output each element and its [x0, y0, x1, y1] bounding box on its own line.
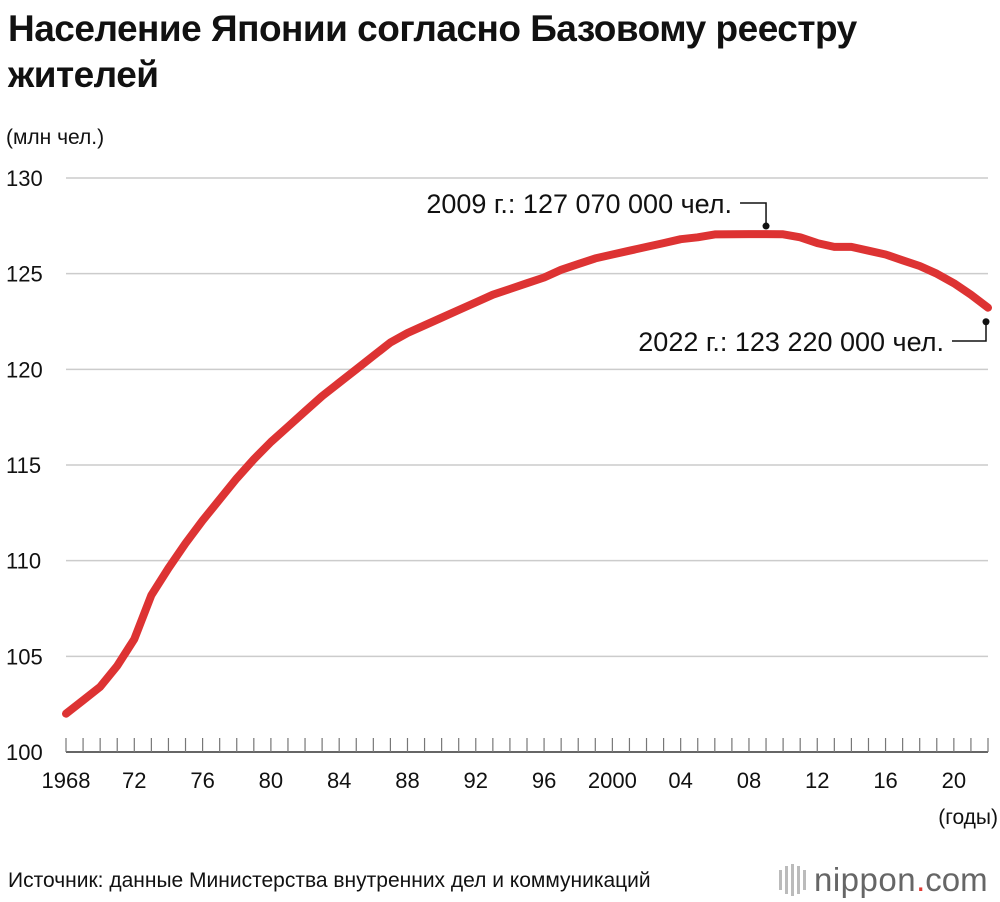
- nippon-logo-icon: [779, 864, 806, 896]
- y-tick-labels: 100 105 110 115 120 125 130: [6, 166, 43, 765]
- x-tick-label: 04: [668, 768, 692, 793]
- population-series-line: [62, 230, 992, 718]
- y-tick-label: 125: [6, 262, 43, 287]
- y-tick-label: 130: [6, 166, 43, 191]
- x-tick-labels: 1968 72 76 80 84 88 92 96 2000 04 08 12 16 20: [42, 768, 967, 793]
- y-tick-label: 115: [6, 453, 41, 478]
- population-line-chart: (млн чел.) 100 105 110 115 120 125 130 1968 72 7…: [6, 126, 998, 829]
- x-tick-label: 2000: [588, 768, 637, 793]
- brand-tld: com: [925, 861, 988, 898]
- annotation-2009-label: 2009 г.: 127 070 000 чел.: [426, 189, 732, 219]
- x-tick-label: 72: [122, 768, 146, 793]
- brand-name: nippon: [814, 861, 917, 898]
- x-tick-label: 76: [190, 768, 214, 793]
- x-tick-label: 08: [737, 768, 761, 793]
- x-tick-label: 1968: [42, 768, 91, 793]
- chart-title: Население Японии согласно Базовому реест…: [8, 8, 857, 95]
- annotation-2022-label: 2022 г.: 123 220 000 чел.: [638, 327, 944, 357]
- x-axis: [65, 738, 989, 753]
- y-tick-label: 110: [6, 549, 41, 574]
- grid-lines: [66, 177, 988, 658]
- x-tick-label: 92: [464, 768, 488, 793]
- y-tick-label: 120: [6, 357, 43, 382]
- annotation-2022-leader: [952, 321, 987, 342]
- brand-logo: nippon. com: [778, 860, 988, 900]
- x-tick-label: 88: [395, 768, 419, 793]
- y-tick-label: 100: [6, 740, 43, 765]
- source-note: Источник: данные Министерства внутренних…: [8, 869, 651, 892]
- x-tick-label: 84: [327, 768, 351, 793]
- x-tick-label: 96: [532, 768, 556, 793]
- x-tick-label: 80: [259, 768, 283, 793]
- y-axis-label: (млн чел.): [6, 126, 104, 149]
- annotation-2009-leader: [740, 202, 767, 227]
- x-tick-label: 20: [942, 768, 966, 793]
- y-tick-label: 105: [6, 644, 43, 669]
- x-tick-label: 16: [873, 768, 897, 793]
- brand-dot: .: [916, 861, 926, 898]
- x-tick-label: 12: [805, 768, 829, 793]
- x-axis-label: (годы): [938, 806, 998, 829]
- annotations: 2009 г.: 127 070 000 чел. 2022 г.: 123 22…: [426, 189, 990, 357]
